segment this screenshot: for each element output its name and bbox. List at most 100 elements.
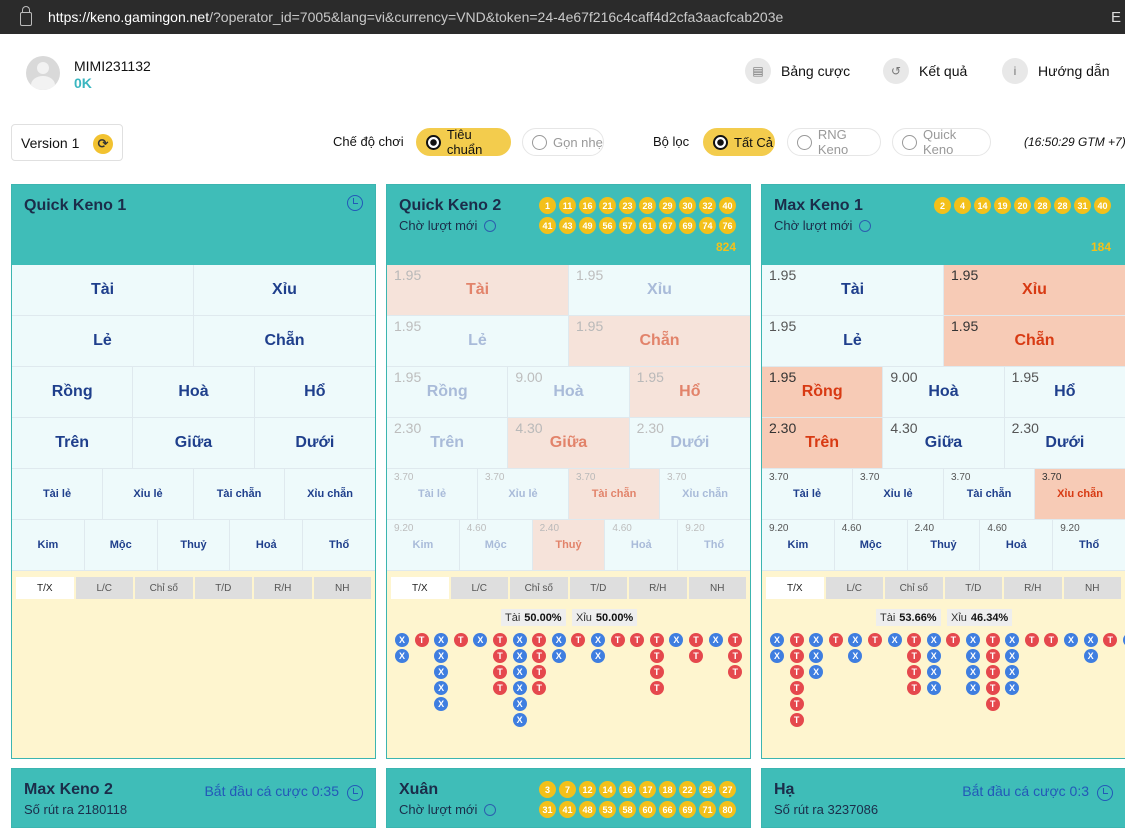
bet-option[interactable]: 1.95 Xỉu (569, 265, 750, 315)
mode-compact[interactable]: Gọn nhẹ (522, 128, 604, 156)
alarm-clock-icon[interactable] (347, 195, 363, 211)
stats-tab[interactable]: NH (688, 577, 746, 599)
stats-tab[interactable]: NH (313, 577, 371, 599)
stats-tab[interactable]: NH (1063, 577, 1121, 599)
bet-option[interactable]: 4.60 Hoả (605, 520, 679, 570)
bet-option[interactable]: 9.20 Thổ (1053, 520, 1125, 570)
stats-tab[interactable]: T/X (16, 577, 74, 599)
game-board[interactable]: Max Keno 2 Số rút ra 2180118 Bắt đầu cá cư… (11, 768, 376, 828)
bet-option[interactable]: 9.00 Hoà (883, 367, 1005, 417)
bet-option[interactable]: 1.95 Lẻ (387, 316, 569, 366)
bet-option[interactable]: Xỉu chẵn (285, 469, 375, 519)
filter-all[interactable]: Tất Cả (703, 128, 775, 156)
bet-option[interactable]: Rồng (12, 367, 134, 417)
bet-option[interactable]: 3.70 Xỉu chẵn (660, 469, 750, 519)
bet-option[interactable]: 9.20 Thổ (678, 520, 750, 570)
browser-address-bar[interactable]: https://keno.gamingon.net/?operator_id=7… (0, 0, 1125, 34)
bet-option-label: Mộc (484, 539, 507, 551)
bet-option[interactable]: 9.20 Kim (762, 520, 835, 570)
mode-standard[interactable]: Tiêu chuẩn (416, 127, 511, 157)
filter-rng-keno[interactable]: RNG Keno (787, 127, 881, 157)
bet-option[interactable]: 3.70 Tài lẻ (762, 469, 853, 519)
bet-option-label: Trên (55, 434, 90, 451)
bet-option[interactable]: Lẻ (12, 316, 194, 366)
alarm-clock-icon[interactable] (1097, 785, 1113, 801)
stats-tab[interactable]: R/H (1004, 577, 1062, 599)
bet-option[interactable]: 3.70 Tài chẵn (944, 469, 1035, 519)
game-board[interactable]: Xuân Chờ lượt mới 3 7 12 14 16 17 18 22 25 27 31 41 48… (386, 768, 751, 828)
avatar[interactable] (26, 56, 60, 90)
bet-option[interactable]: 1.95 Chẵn (944, 316, 1125, 366)
stats-tab[interactable]: T/D (194, 577, 252, 599)
browser-menu-icon[interactable]: E (1110, 9, 1121, 26)
bet-option[interactable]: Thổ (303, 520, 375, 570)
bet-option[interactable]: 3.70 Xỉu lẻ (853, 469, 944, 519)
bet-option[interactable]: 1.95 Chẵn (569, 316, 750, 366)
refresh-icon[interactable]: ⟳ (93, 134, 113, 154)
nav-bet-sheet[interactable]: ▤ Bảng cược (745, 58, 850, 84)
stats-tab[interactable]: R/H (254, 577, 312, 599)
bet-option[interactable]: Xỉu lẻ (103, 469, 194, 519)
bet-option[interactable]: Chẵn (194, 316, 375, 366)
nav-guide[interactable]: i Hướng dẫn (1002, 58, 1109, 84)
stats-tab[interactable]: T/X (391, 577, 449, 599)
game-board[interactable]: Max Keno 1 Chờ lượt mới 2 4 14 19 20 28 28 31 40 18… (761, 184, 1125, 759)
result-ball: 40 (1094, 197, 1111, 214)
bet-option[interactable]: 3.70 Tài lẻ (387, 469, 478, 519)
bet-option[interactable]: Mộc (84, 520, 158, 570)
bet-option[interactable]: 1.95 Rồng (762, 367, 884, 417)
bet-option[interactable]: 9.20 Kim (387, 520, 460, 570)
nav-results[interactable]: ↺ Kết quả (883, 58, 967, 84)
bet-option[interactable]: Kim (12, 520, 85, 570)
bet-option[interactable]: Trên (12, 418, 134, 468)
bet-option[interactable]: 9.00 Hoà (508, 367, 630, 417)
stats-tab[interactable]: L/C (825, 577, 883, 599)
bet-option[interactable]: 3.70 Xỉu lẻ (478, 469, 569, 519)
game-board[interactable]: Hạ Số rút ra 3237086 Bắt đầu cá cược 0:3 (761, 768, 1125, 828)
stats-tab[interactable]: Chỉ số (885, 577, 943, 599)
stats-tab[interactable]: R/H (629, 577, 687, 599)
stats-tab[interactable]: Chỉ số (510, 577, 568, 599)
bet-option[interactable]: 3.70 Xỉu chẵn (1035, 469, 1125, 519)
game-board[interactable]: Quick Keno 2 Chờ lượt mới 1 11 16 21 23 28 29 30 3… (386, 184, 751, 759)
bet-option[interactable]: Dưới (254, 418, 375, 468)
stats-tab[interactable]: T/X (766, 577, 824, 599)
bet-option[interactable]: 4.60 Hoả (980, 520, 1054, 570)
stats-tab[interactable]: Chỉ số (135, 577, 193, 599)
bet-option[interactable]: 1.95 Hổ (629, 367, 750, 417)
bet-option[interactable]: 2.30 Dưới (1004, 418, 1125, 468)
stats-tab[interactable]: L/C (450, 577, 508, 599)
alarm-clock-icon[interactable] (347, 785, 363, 801)
bet-option[interactable]: 1.95 Lẻ (762, 316, 944, 366)
bet-option[interactable]: 2.30 Trên (387, 418, 509, 468)
bet-option[interactable]: 1.95 Tài (387, 265, 569, 315)
bet-option[interactable]: 1.95 Hổ (1004, 367, 1125, 417)
bet-option[interactable]: 4.60 Mộc (459, 520, 533, 570)
bet-option[interactable]: 1.95 Xỉu (944, 265, 1125, 315)
bet-option[interactable]: 2.30 Dưới (629, 418, 750, 468)
bet-option[interactable]: 4.60 Mộc (834, 520, 908, 570)
bet-option[interactable]: Tài chẵn (194, 469, 285, 519)
bet-option[interactable]: Tài lẻ (12, 469, 103, 519)
game-board[interactable]: Quick Keno 1 Tài Xỉu Lẻ Chẵn Rồng Hoà Hổ Trên Giữ… (11, 184, 376, 759)
bet-option[interactable]: Hoà (133, 367, 255, 417)
bet-option[interactable]: Hoả (230, 520, 304, 570)
bet-option[interactable]: 2.40 Thuỷ (532, 520, 606, 570)
bet-option[interactable]: Giữa (133, 418, 255, 468)
bet-option[interactable]: 4.30 Giữa (883, 418, 1005, 468)
bet-option[interactable]: 3.70 Tài chẵn (569, 469, 660, 519)
stats-tab[interactable]: T/D (944, 577, 1002, 599)
filter-quick-keno[interactable]: Quick Keno (892, 127, 991, 157)
bet-option[interactable]: Hổ (254, 367, 375, 417)
version-selector[interactable]: Version 1 ⟳ (11, 124, 123, 161)
bet-option[interactable]: 2.30 Trên (762, 418, 884, 468)
stats-tab[interactable]: L/C (75, 577, 133, 599)
bet-option[interactable]: 1.95 Tài (762, 265, 944, 315)
bet-option[interactable]: Xỉu (194, 265, 375, 315)
stats-tab[interactable]: T/D (569, 577, 627, 599)
bet-option[interactable]: 2.40 Thuỷ (907, 520, 981, 570)
bet-option[interactable]: 4.30 Giữa (508, 418, 630, 468)
bet-option[interactable]: 1.95 Rồng (387, 367, 509, 417)
bet-option[interactable]: Thuỷ (157, 520, 231, 570)
bet-option[interactable]: Tài (12, 265, 194, 315)
